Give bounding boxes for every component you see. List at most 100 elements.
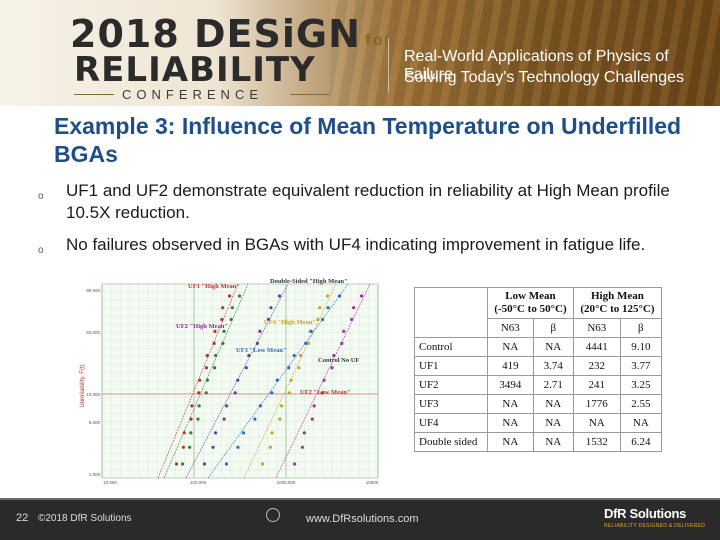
data-point <box>222 417 226 421</box>
website-link[interactable]: www.DfRsolutions.com <box>306 513 419 525</box>
data-point <box>196 417 200 421</box>
data-point <box>212 366 217 370</box>
data-point <box>229 317 233 322</box>
bullet-item-2: o No failures observed in BGAs with UF4 … <box>38 234 688 264</box>
data-point <box>297 366 301 370</box>
copyright-text: ©2018 DfR Solutions <box>38 513 132 524</box>
annotation-uf2-low: UF2 "Low Mean" <box>300 389 351 396</box>
x-tick-label: 100.000 <box>190 480 207 485</box>
data-point <box>220 317 224 322</box>
header-divider <box>388 38 389 92</box>
annotation-double-sided-high: Double-Sided "High Mean" <box>270 278 348 285</box>
bullet-list: o UF1 and UF2 demonstrate equivalent red… <box>38 180 688 264</box>
data-point <box>221 306 225 310</box>
table-cell: NA <box>487 394 534 414</box>
data-point <box>189 417 193 421</box>
data-point <box>197 378 202 382</box>
data-point <box>253 417 257 421</box>
group-header-high-mean: High Mean (20°C to 125°C) <box>572 287 663 319</box>
data-point <box>258 329 262 333</box>
data-point <box>310 417 314 421</box>
table-cell: NA <box>532 413 574 433</box>
data-point <box>292 462 297 466</box>
logo-rule-left <box>74 94 114 95</box>
y-tick-label: 1.000 <box>89 472 101 477</box>
x-tick-label: 10.000 <box>103 480 117 485</box>
data-point <box>205 378 210 382</box>
logo-text-reliability: RELIABILITY <box>74 50 316 90</box>
data-point <box>351 306 356 310</box>
data-point <box>312 404 316 408</box>
fit-line <box>157 283 239 479</box>
data-point <box>237 294 242 298</box>
data-point <box>241 431 246 435</box>
data-point <box>227 294 232 298</box>
data-point <box>230 306 234 310</box>
table-cell: NA <box>532 432 574 452</box>
data-point <box>211 445 215 449</box>
x-tick-label: 10000 <box>366 480 379 485</box>
data-point <box>258 404 262 408</box>
data-point <box>287 366 291 370</box>
fit-line <box>207 283 349 479</box>
data-point <box>304 341 308 345</box>
subheader-n63: N63 <box>487 318 534 338</box>
data-point <box>326 306 330 310</box>
data-point <box>299 353 303 358</box>
y-tick-label: 99.000 <box>86 288 100 293</box>
y-axis-label: Unreliability, F(t) <box>80 364 86 407</box>
table-cell: 1776 <box>572 394 621 414</box>
data-point <box>266 317 271 322</box>
header-tagline-2: Solving Today's Technology Challenges <box>404 69 684 86</box>
group-header-low-mean: Low Mean (-50°C to 50°C) <box>487 287 574 319</box>
fit-line <box>163 283 249 479</box>
data-point <box>302 431 306 435</box>
data-point <box>197 404 201 408</box>
table-cell: NA <box>572 413 621 433</box>
table-cell: 3.74 <box>532 356 574 376</box>
data-point <box>332 353 336 358</box>
y-tick-labels: 99.000 50.000 10.000 5.000 1.000 <box>86 288 100 477</box>
data-point <box>320 391 324 395</box>
table-cell: 4441 <box>572 337 621 357</box>
data-point <box>325 294 330 298</box>
data-point <box>181 445 185 449</box>
table-cell: 3494 <box>487 375 534 395</box>
data-point <box>330 366 334 370</box>
row-label: Control <box>414 337 488 357</box>
data-point <box>174 462 179 466</box>
x-tick-label: 1000.000 <box>277 480 296 485</box>
annotation-uf3-low: UF3 "Low Mean" <box>236 347 287 354</box>
subheader-beta: β <box>619 318 663 338</box>
bullet-item-1: o UF1 and UF2 demonstrate equivalent red… <box>38 180 688 234</box>
data-point <box>268 445 272 449</box>
data-point <box>213 431 218 435</box>
footer-rule <box>0 498 720 500</box>
y-tick-label: 10.000 <box>86 392 100 397</box>
data-point <box>340 341 344 345</box>
results-table-box: Low Mean (-50°C to 50°C) High Mean (20°C… <box>414 287 663 463</box>
data-point <box>275 378 279 382</box>
data-point <box>320 317 325 322</box>
data-point <box>180 462 185 466</box>
brand-logo: DfR Solutions <box>604 506 687 521</box>
data-point <box>269 306 273 310</box>
data-point <box>287 391 291 395</box>
table-row: UF4 NA NA NA NA <box>414 413 663 433</box>
data-point <box>197 391 201 395</box>
data-point <box>318 306 322 310</box>
chart-annotations: UF1 "High Mean" Double-Sided "High Mean"… <box>176 278 359 396</box>
table-row: UF3 NA NA 1776 2.55 <box>414 394 663 414</box>
table-body: Control NA NA 4441 9.10 UF1 419 3.74 232 3.77 UF2 3… <box>414 337 663 452</box>
data-point <box>278 417 282 421</box>
table-corner-cell <box>414 287 488 338</box>
data-point <box>189 431 193 435</box>
data-point <box>190 404 194 408</box>
slide-title: Example 3: Influence of Mean Temperature… <box>54 113 682 167</box>
y-tick-label: 50.000 <box>86 330 100 335</box>
data-point <box>202 462 207 466</box>
data-point <box>277 294 282 298</box>
data-point <box>260 462 265 466</box>
data-point <box>244 366 248 370</box>
data-point <box>255 341 259 345</box>
